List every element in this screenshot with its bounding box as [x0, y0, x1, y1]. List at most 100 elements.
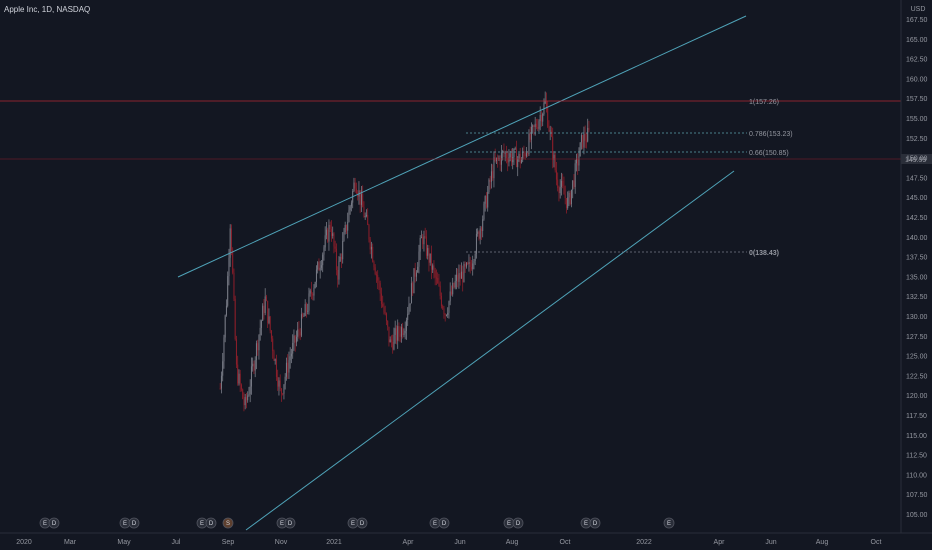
candle-body — [347, 221, 349, 231]
dividend-badge[interactable]: D — [356, 517, 368, 529]
candle-body — [489, 179, 491, 182]
candle-body — [467, 262, 469, 265]
badge-letter: E — [667, 521, 671, 527]
candle-body — [355, 188, 357, 194]
candle-body — [477, 231, 479, 234]
candle-body — [545, 100, 547, 107]
dividend-badge[interactable]: D — [512, 517, 524, 529]
candle-body — [375, 274, 377, 276]
candle-body — [534, 123, 536, 127]
candle-body — [485, 196, 487, 208]
dividend-badge[interactable]: D — [48, 517, 60, 529]
candle-body — [288, 360, 290, 373]
badge-letter: D — [593, 521, 598, 527]
candle-body — [268, 316, 270, 323]
candle-body — [575, 158, 577, 164]
candle-body — [349, 206, 351, 211]
candle-body — [307, 310, 309, 312]
candle-body — [249, 386, 251, 394]
candle-body — [523, 152, 525, 154]
candle-body — [385, 313, 387, 321]
candle-body — [540, 114, 542, 122]
candle-body — [547, 106, 549, 127]
price-tick-label: 140.00 — [906, 235, 928, 242]
upper-channel-trendline — [177, 15, 747, 278]
candle-body — [527, 152, 529, 155]
candle-body — [225, 305, 227, 316]
badge-letter: D — [516, 521, 521, 527]
candle-body — [324, 235, 326, 248]
earnings-badge[interactable]: E — [347, 517, 359, 529]
dividend-badge[interactable]: D — [589, 517, 601, 529]
badge-letter: D — [442, 521, 447, 527]
dividend-badge[interactable]: D — [128, 517, 140, 529]
earnings-badge[interactable]: E — [503, 517, 515, 529]
symbol-title[interactable]: Apple Inc, 1D, NASDAQ — [4, 5, 91, 14]
candle-body — [280, 388, 282, 394]
candle-body — [229, 228, 231, 258]
price-tick-label: 165.00 — [906, 37, 928, 44]
candle-body — [244, 397, 246, 406]
badge-icon — [205, 517, 217, 529]
candle-body — [400, 327, 402, 337]
candle-body — [323, 247, 325, 255]
candle-body — [279, 380, 281, 389]
fibonacci-retracement: 1(157.26) 0.786(153.23) 0.66(150.85) 0(138.… — [0, 99, 901, 257]
candle-body — [447, 312, 449, 315]
time-axis-label: Aug — [506, 539, 519, 546]
candle-body — [430, 253, 432, 270]
candle-body — [459, 273, 461, 279]
time-axis-label: Jul — [172, 539, 181, 546]
candle-body — [372, 246, 374, 262]
candle-body — [572, 180, 574, 190]
split-badge[interactable]: S — [222, 517, 234, 529]
candle-body — [429, 253, 431, 263]
candle-body — [255, 343, 257, 361]
earnings-badge[interactable]: E — [663, 517, 675, 529]
dividend-badge[interactable]: D — [205, 517, 217, 529]
candle-body — [277, 376, 279, 387]
candle-body — [548, 126, 550, 132]
badge-icon — [589, 517, 601, 529]
candle-body — [445, 314, 447, 316]
earnings-badge[interactable]: E — [580, 517, 592, 529]
badge-icon — [356, 517, 368, 529]
candle-body — [390, 339, 392, 343]
candle-body — [379, 283, 381, 294]
candle-body — [222, 361, 224, 376]
candle-body — [290, 353, 292, 357]
candle-body — [398, 326, 400, 334]
candle-body — [322, 254, 324, 266]
candle-body — [228, 257, 230, 277]
price-tick-label: 130.00 — [906, 314, 928, 321]
badge-letter: D — [288, 521, 293, 527]
candle-body — [517, 158, 519, 168]
candle-body — [397, 326, 399, 341]
dividend-badge[interactable]: D — [284, 517, 296, 529]
candle-body — [449, 291, 451, 302]
time-axis-label: Jun — [765, 539, 776, 546]
candle-body — [579, 142, 581, 157]
candle-body — [455, 274, 457, 281]
candle-body — [328, 224, 330, 242]
dividend-badge[interactable]: D — [438, 517, 450, 529]
earnings-badge[interactable]: E — [39, 517, 51, 529]
candle-body — [519, 153, 521, 164]
candle-body — [285, 362, 287, 377]
earnings-badge[interactable]: E — [119, 517, 131, 529]
candle-body — [558, 188, 560, 194]
candle-body — [363, 207, 365, 218]
earnings-badge[interactable]: E — [429, 517, 441, 529]
candle-body — [587, 127, 589, 142]
price-tick-label: 120.00 — [906, 393, 928, 400]
candle-body — [539, 114, 541, 122]
candle-body — [573, 180, 575, 187]
candle-body — [253, 363, 255, 371]
candle-body — [272, 338, 274, 352]
earnings-badge[interactable]: E — [196, 517, 208, 529]
candle-body — [415, 272, 417, 277]
price-tick-label: 127.50 — [906, 334, 928, 341]
candle-body — [468, 261, 470, 265]
